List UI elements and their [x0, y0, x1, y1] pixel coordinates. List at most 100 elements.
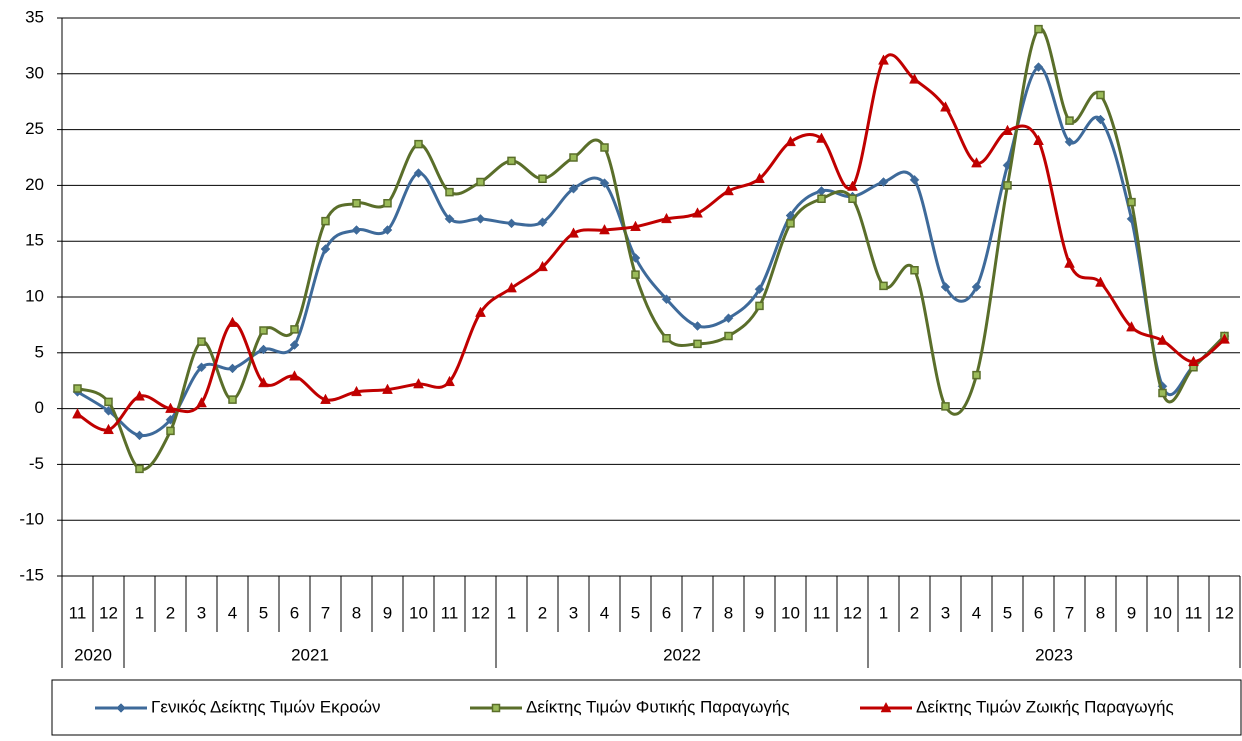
x-tick-label: 4 [972, 603, 981, 622]
legend-label: Γενικός Δείκτης Τιμών Εκροών [151, 697, 381, 716]
x-tick-label: 12 [471, 603, 490, 622]
x-tick-label: 8 [352, 603, 361, 622]
marker [414, 139, 423, 149]
x-tick-label: 1 [507, 603, 516, 622]
x-tick-label: 3 [197, 603, 206, 622]
x-tick-label: 3 [941, 603, 950, 622]
marker [507, 156, 516, 166]
marker [661, 212, 672, 224]
marker [475, 306, 486, 317]
year-label: 2021 [291, 645, 329, 664]
marker [909, 174, 920, 185]
y-tick-label: 30 [25, 63, 44, 82]
marker [1034, 24, 1043, 34]
marker [227, 363, 238, 374]
year-label: 2020 [74, 645, 112, 664]
x-tick-label: 1 [135, 603, 144, 622]
marker [196, 396, 207, 408]
marker [1065, 116, 1074, 125]
x-tick-label: 4 [228, 603, 237, 622]
x-tick-label: 12 [1215, 603, 1234, 622]
y-tick-label: 0 [35, 398, 44, 417]
marker [568, 183, 579, 194]
y-tick-label: -5 [29, 454, 44, 473]
marker [1033, 62, 1044, 72]
marker [1095, 276, 1106, 287]
marker [537, 217, 548, 228]
marker [817, 194, 826, 204]
marker [228, 395, 237, 404]
marker [816, 186, 827, 196]
x-tick-label: 5 [259, 603, 268, 622]
y-tick-label: 25 [25, 119, 44, 138]
y-tick-label: -15 [19, 565, 44, 584]
marker [352, 199, 361, 208]
marker [754, 172, 765, 183]
x-tick-label: 7 [693, 603, 702, 622]
y-tick-label: 35 [25, 7, 44, 26]
marker [382, 383, 393, 394]
marker [940, 101, 951, 112]
marker [909, 73, 920, 84]
marker [816, 132, 827, 143]
x-tick-label: 8 [1096, 603, 1105, 622]
x-tick-label: 10 [409, 603, 428, 622]
marker [724, 331, 733, 341]
x-tick-label: 12 [99, 603, 118, 622]
legend-label: Δείκτης Τιμών Φυτικής Παραγωγής [526, 697, 790, 716]
x-tick-label: 4 [600, 603, 609, 622]
x-tick-label: 6 [290, 603, 299, 622]
marker [1064, 257, 1075, 268]
x-tick-label: 1 [879, 603, 888, 622]
marker [476, 177, 485, 187]
year-label: 2022 [663, 645, 701, 664]
legend-box [51, 679, 1242, 736]
marker [1127, 197, 1136, 207]
marker [599, 224, 610, 235]
marker [693, 339, 702, 349]
marker [1003, 181, 1012, 190]
marker [755, 301, 764, 311]
marker [444, 375, 455, 387]
x-tick-label: 9 [383, 603, 392, 622]
x-tick-label: 3 [569, 603, 578, 622]
x-tick-label: 12 [843, 603, 862, 622]
marker [723, 184, 734, 196]
marker [569, 153, 578, 162]
marker [289, 370, 300, 381]
marker [1033, 134, 1044, 146]
marker [538, 174, 547, 183]
marker [166, 426, 175, 436]
marker [506, 282, 517, 293]
marker [723, 313, 734, 324]
marker [197, 337, 206, 346]
marker [165, 402, 176, 413]
marker [661, 294, 672, 305]
marker [321, 216, 330, 226]
marker [847, 180, 858, 191]
y-tick-label: 5 [35, 342, 44, 361]
x-tick-label: 11 [813, 603, 831, 622]
marker [196, 362, 207, 373]
marker [506, 218, 517, 229]
marker [1126, 321, 1137, 332]
marker [289, 340, 300, 350]
marker [910, 265, 919, 275]
marker [413, 378, 424, 389]
marker [941, 402, 950, 411]
legend-label: Δείκτης Τιμών Ζωικής Παραγωγής [916, 697, 1174, 716]
marker [878, 54, 889, 65]
x-tick-label: 2 [166, 603, 175, 622]
marker [631, 270, 640, 279]
marker [1158, 388, 1167, 398]
x-tick-label: 11 [69, 603, 87, 622]
marker [382, 225, 393, 235]
x-tick-label: 5 [1003, 603, 1012, 622]
line [76, 65, 1226, 438]
x-tick-label: 2 [538, 603, 547, 622]
marker [940, 282, 951, 292]
y-tick-label: 10 [25, 286, 44, 305]
marker [445, 187, 454, 197]
marker [320, 393, 331, 404]
